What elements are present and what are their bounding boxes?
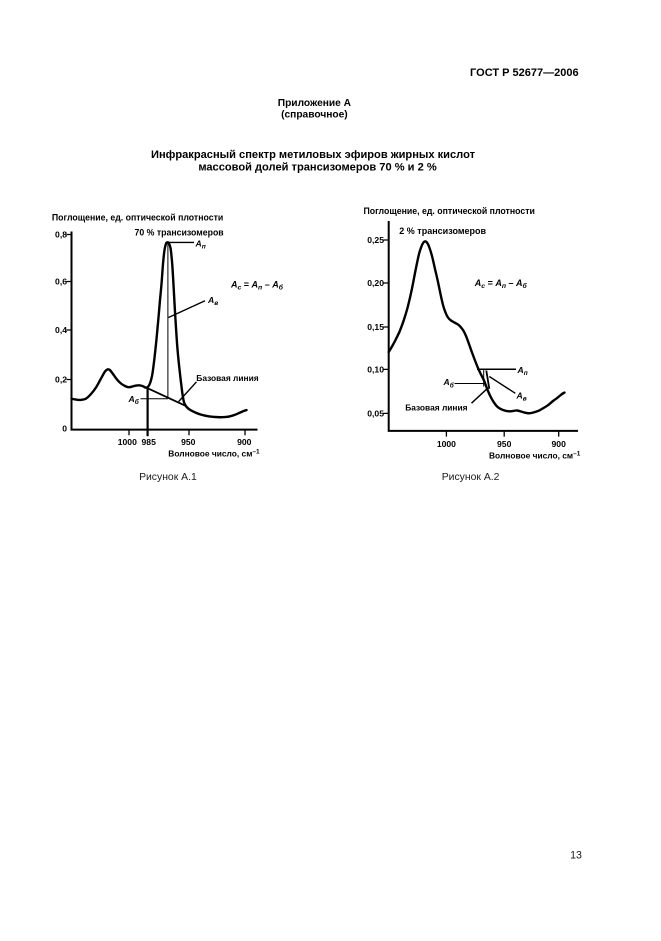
svg-text:13: 13 xyxy=(570,849,582,861)
svg-text:Волновое число, см–1: Волновое число, см–1 xyxy=(168,449,260,459)
svg-text:0,15: 0,15 xyxy=(367,322,384,332)
svg-text:0,4: 0,4 xyxy=(55,325,67,335)
svg-text:1000: 1000 xyxy=(118,437,137,447)
svg-text:900: 900 xyxy=(552,439,567,449)
svg-text:Ав: Ав xyxy=(207,295,218,307)
svg-text:985: 985 xyxy=(142,437,157,447)
svg-text:Ас = Ап – Аб: Ас = Ап – Аб xyxy=(474,278,528,290)
svg-text:950: 950 xyxy=(181,437,196,447)
svg-text:Поглощение, ед. оптической пло: Поглощение, ед. оптической плотности xyxy=(364,206,535,216)
svg-text:Рисунок А.1: Рисунок А.1 xyxy=(139,472,197,483)
svg-text:Ав: Ав xyxy=(516,391,527,403)
svg-text:ГОСТ Р 52677—2006: ГОСТ Р 52677—2006 xyxy=(470,67,579,79)
svg-text:0,2: 0,2 xyxy=(55,374,67,384)
svg-text:Ап: Ап xyxy=(195,239,206,251)
svg-text:Ап: Ап xyxy=(517,365,528,377)
svg-text:0: 0 xyxy=(62,424,67,434)
svg-text:0,8: 0,8 xyxy=(55,229,67,239)
svg-text:Базовая линия: Базовая линия xyxy=(196,373,258,383)
svg-text:1000: 1000 xyxy=(437,439,456,449)
svg-text:Приложение А: Приложение А xyxy=(278,98,352,109)
svg-text:70 % трансизомеров: 70 % трансизомеров xyxy=(135,227,225,237)
svg-text:0,20: 0,20 xyxy=(367,278,384,288)
svg-text:900: 900 xyxy=(237,437,252,447)
svg-text:Базовая линия: Базовая линия xyxy=(405,403,467,413)
svg-text:0,6: 0,6 xyxy=(55,277,67,287)
svg-text:2 % трансизомеров: 2 % трансизомеров xyxy=(399,226,486,236)
svg-text:массовой долей трансизомеров 7: массовой долей трансизомеров 70 % и 2 % xyxy=(198,161,437,173)
svg-text:0,10: 0,10 xyxy=(367,364,384,374)
svg-text:Рисунок А.2: Рисунок А.2 xyxy=(442,472,500,483)
svg-text:(справочное): (справочное) xyxy=(281,109,348,120)
svg-text:0,25: 0,25 xyxy=(367,235,384,245)
svg-text:950: 950 xyxy=(497,439,512,449)
svg-text:Волновое число, см–1: Волновое число, см–1 xyxy=(489,450,581,460)
svg-text:Поглощение, ед. оптической пло: Поглощение, ед. оптической плотности xyxy=(52,212,223,222)
svg-text:0,05: 0,05 xyxy=(367,408,384,418)
svg-text:Ас = Ап – Аб: Ас = Ап – Аб xyxy=(230,279,284,291)
svg-text:Инфракрасный спектр метиловых: Инфракрасный спектр метиловых эфиров жир… xyxy=(151,149,476,161)
